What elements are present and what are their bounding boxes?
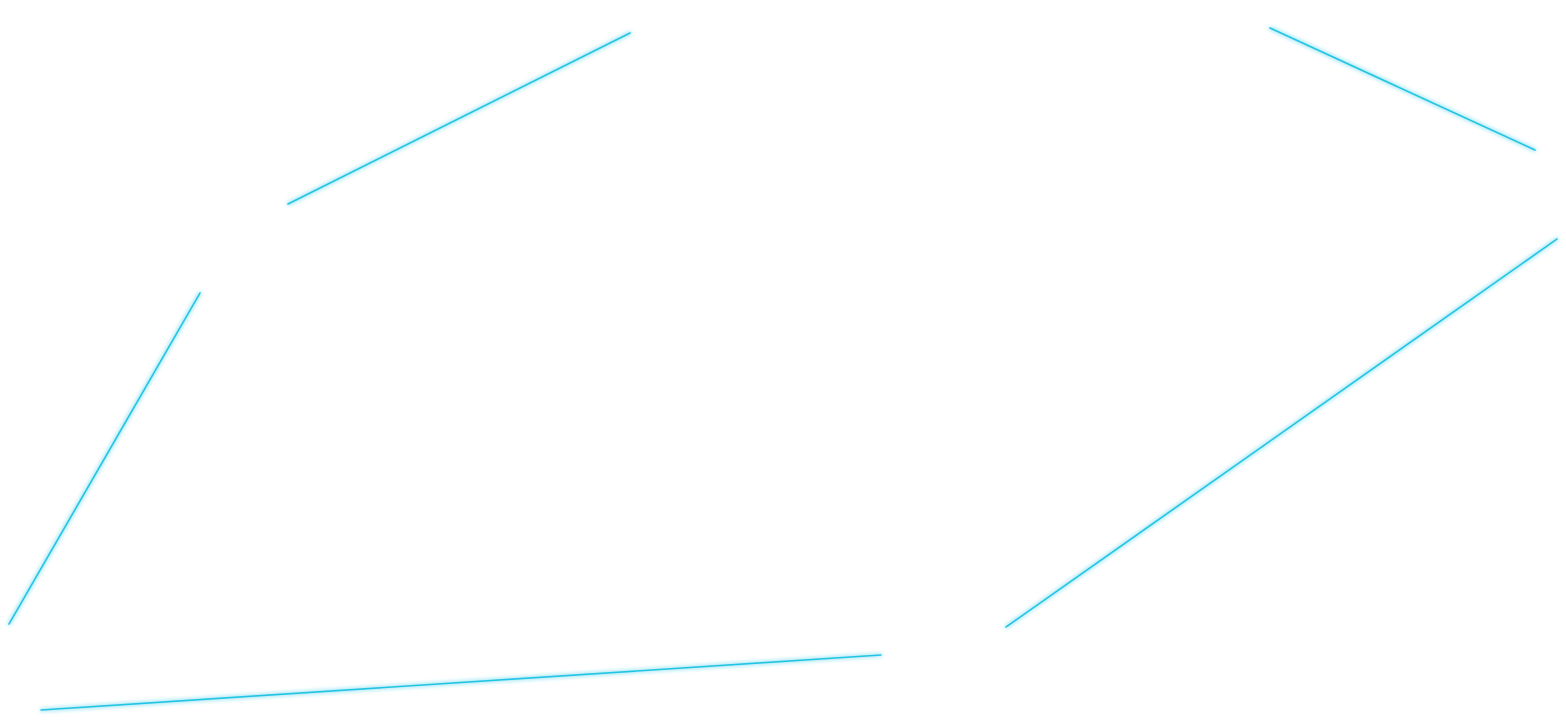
line-segment-upper-right [1269, 27, 1536, 151]
line-segment-right-diagonal [1005, 238, 1558, 628]
line-segment-upper-left [287, 32, 631, 205]
line-segment-left [8, 292, 201, 625]
line-segment-bottom [40, 654, 882, 711]
